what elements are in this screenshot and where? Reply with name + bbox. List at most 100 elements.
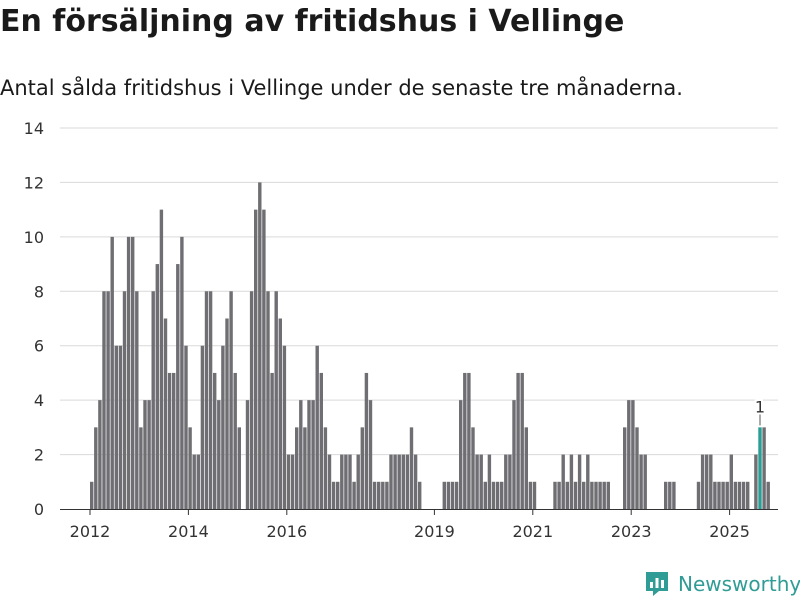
bar xyxy=(700,454,705,509)
y-tick-label: 6 xyxy=(34,337,44,356)
bar xyxy=(217,400,221,509)
x-tick-label: 2014 xyxy=(168,522,209,541)
bar xyxy=(352,481,356,509)
x-tick-label: 2025 xyxy=(709,522,750,541)
bar xyxy=(94,427,98,509)
y-axis-tick-labels: 0 2 4 6 8 10 12 14 xyxy=(24,119,44,519)
bar xyxy=(635,427,639,509)
bar xyxy=(336,481,340,509)
bar xyxy=(196,454,200,509)
bar xyxy=(639,454,643,509)
bar xyxy=(110,236,114,510)
bar xyxy=(631,400,635,509)
bar xyxy=(491,481,496,509)
bar xyxy=(200,345,205,509)
bar xyxy=(348,454,352,509)
bar xyxy=(397,454,401,509)
bar xyxy=(221,345,225,509)
bar xyxy=(504,454,508,509)
x-axis-tick-labels: 2012 2014 2016 2019 2021 2023 2025 xyxy=(70,509,750,541)
bar xyxy=(463,372,467,509)
bar xyxy=(483,481,487,509)
bar xyxy=(208,291,213,509)
bar xyxy=(516,372,520,509)
bar xyxy=(286,454,291,509)
bar xyxy=(557,481,561,509)
bar xyxy=(528,481,533,509)
bar xyxy=(299,400,303,509)
bar xyxy=(266,291,270,509)
bar xyxy=(290,454,295,509)
bar xyxy=(381,481,385,509)
y-tick-label: 10 xyxy=(24,228,44,247)
bar xyxy=(311,400,315,509)
bar xyxy=(500,481,504,509)
y-tick-label: 14 xyxy=(24,119,44,138)
bar xyxy=(389,454,393,509)
bar xyxy=(126,236,131,510)
bar xyxy=(315,345,319,509)
bar xyxy=(159,209,164,509)
bar xyxy=(262,209,266,509)
y-tick-label: 12 xyxy=(24,173,44,192)
bar xyxy=(282,345,287,509)
bar xyxy=(532,481,537,509)
bar xyxy=(274,291,278,509)
bar xyxy=(372,481,377,509)
bar xyxy=(151,291,155,509)
bar xyxy=(418,481,422,509)
bar xyxy=(270,372,274,509)
bar xyxy=(668,481,672,509)
bar xyxy=(377,481,381,509)
bar xyxy=(401,454,405,509)
bar xyxy=(553,481,557,509)
highlight-bar xyxy=(758,427,762,509)
bar xyxy=(586,454,590,509)
x-tick-label: 2016 xyxy=(266,522,307,541)
bar xyxy=(249,291,254,509)
bar xyxy=(233,372,237,509)
bar xyxy=(643,454,647,509)
bar xyxy=(573,481,578,509)
bar xyxy=(762,427,766,509)
bar xyxy=(213,372,217,509)
bar xyxy=(327,454,332,509)
bar xyxy=(471,427,475,509)
x-tick-label: 2019 xyxy=(414,522,455,541)
bar xyxy=(721,481,725,509)
bar xyxy=(729,454,733,509)
bar xyxy=(737,481,742,509)
bar xyxy=(143,400,147,509)
bar xyxy=(360,427,364,509)
bar xyxy=(340,454,344,509)
bar-chart-logo-icon xyxy=(646,572,668,596)
bar xyxy=(590,481,594,509)
brand-name: Newsworthy xyxy=(678,572,800,596)
bar xyxy=(278,318,282,509)
bar xyxy=(131,236,135,510)
bar xyxy=(135,291,139,509)
bar xyxy=(114,345,118,509)
bar xyxy=(754,454,758,509)
bar xyxy=(627,400,631,509)
bar xyxy=(479,454,483,509)
bar xyxy=(307,400,311,509)
bar-series xyxy=(90,182,770,510)
bar xyxy=(467,372,471,509)
chart-title: En försäljning av fritidshus i Vellinge xyxy=(0,4,625,39)
bar xyxy=(368,400,373,509)
bar xyxy=(512,400,516,509)
bar xyxy=(450,481,455,509)
bar xyxy=(741,481,746,509)
x-tick-label: 2021 xyxy=(512,522,553,541)
y-tick-label: 2 xyxy=(34,446,44,465)
bar-chart: 0 2 4 6 8 10 12 14 2012 2014 2016 2019 2021 2023 2025… xyxy=(24,119,778,541)
bar xyxy=(102,291,106,509)
bar xyxy=(405,454,410,509)
bar xyxy=(331,481,336,509)
bar xyxy=(561,454,565,509)
bar xyxy=(495,481,500,509)
bar xyxy=(258,182,262,509)
bar xyxy=(295,427,299,509)
bar xyxy=(122,291,127,509)
